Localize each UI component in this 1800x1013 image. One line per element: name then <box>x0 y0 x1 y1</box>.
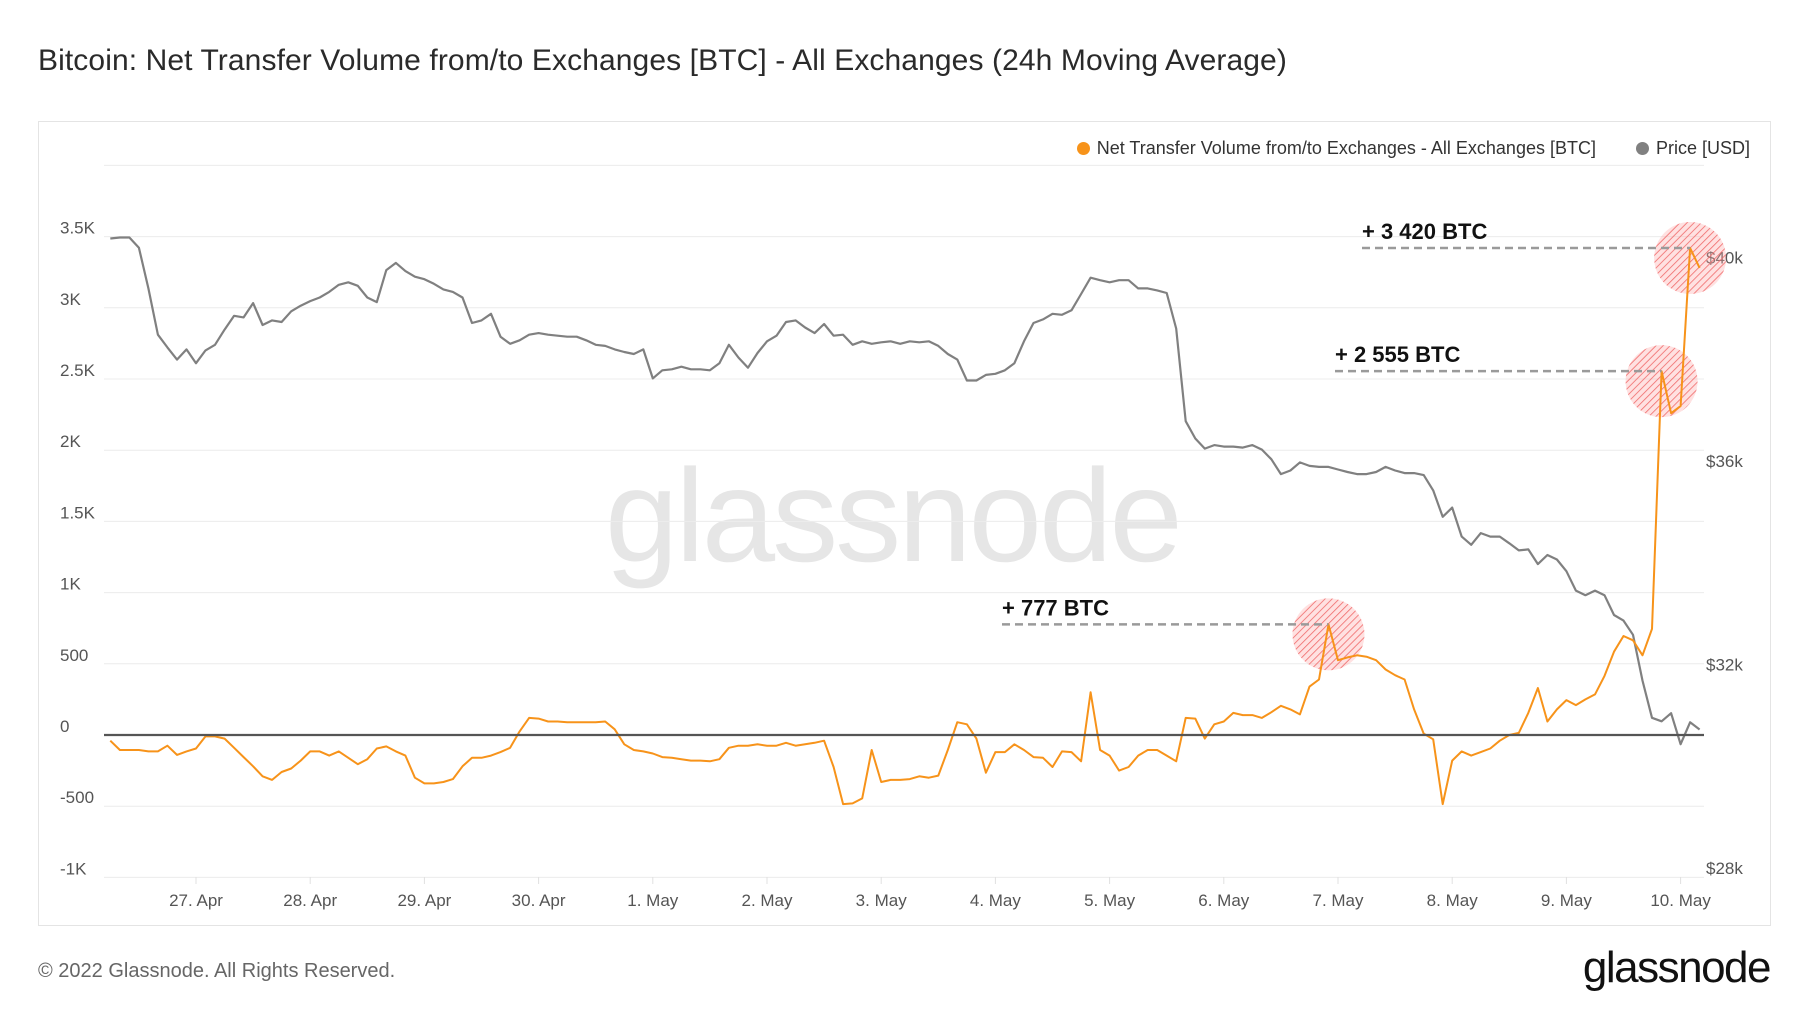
annotation-highlights <box>1292 221 1727 671</box>
net-transfer-line <box>109 247 1701 806</box>
watermark-logo: glassnode <box>605 442 1183 589</box>
y-left-tick-label: -1K <box>60 859 87 878</box>
annotation-label: + 777 BTC <box>1002 595 1109 620</box>
y-right-tick-label: $28k <box>1706 859 1743 878</box>
x-tick-label: 7. May <box>1312 891 1364 910</box>
x-tick-label: 29. Apr <box>397 891 451 910</box>
chart-frame <box>38 121 1771 926</box>
x-tick-label: 9. May <box>1541 891 1593 910</box>
x-tick-label: 4. May <box>970 891 1022 910</box>
chart-title: Bitcoin: Net Transfer Volume from/to Exc… <box>38 44 1287 77</box>
legend: Net Transfer Volume from/to Exchanges - … <box>1076 138 1762 159</box>
legend-label: Net Transfer Volume from/to Exchanges - … <box>1096 138 1596 158</box>
legend-label: Price [USD] <box>1655 138 1750 158</box>
y-left-tick-label: 0 <box>60 717 69 736</box>
x-tick-label: 3. May <box>856 891 908 910</box>
glassnode-logo[interactable]: glassnode <box>1582 943 1772 992</box>
price-line <box>110 236 1701 746</box>
x-tick-label: 5. May <box>1084 891 1136 910</box>
y-left-tick-label: 1K <box>60 575 81 594</box>
copyright-text: © 2022 Glassnode. All Rights Reserved. <box>38 960 396 982</box>
gridlines <box>104 164 1704 878</box>
y-left-tick-label: -500 <box>60 788 94 807</box>
x-tick-label: 27. Apr <box>169 891 223 910</box>
x-axis-labels: 27. Apr 28. Apr 29. Apr 30. Apr 1. May 2. May… <box>169 877 1711 910</box>
annotation-label: + 2 555 BTC <box>1335 342 1460 367</box>
y-left-tick-label: 500 <box>60 646 88 665</box>
y-left-tick-label: 1.5K <box>60 503 96 522</box>
left-axis-labels: -1K -500 0 500 1K 1.5K 2K 2.5K 3K 3.5K <box>60 219 96 879</box>
legend-item-net-transfer[interactable]: Net Transfer Volume from/to Exchanges - … <box>1076 138 1596 159</box>
y-right-tick-label: $36k <box>1706 452 1743 471</box>
annotations: + 777 BTC + 2 555 BTC + 3 420 BTC <box>1002 219 1691 626</box>
legend-item-price[interactable]: Price [USD] <box>1635 138 1750 159</box>
x-tick-label: 6. May <box>1198 891 1250 910</box>
x-tick-label: 28. Apr <box>283 891 337 910</box>
x-tick-label: 2. May <box>741 891 793 910</box>
series-lines <box>104 236 1704 806</box>
x-tick-label: 1. May <box>627 891 679 910</box>
y-left-tick-label: 3K <box>60 290 81 309</box>
annotation-label: + 3 420 BTC <box>1362 219 1487 244</box>
highlight-circle <box>1292 598 1365 671</box>
y-left-tick-label: 2.5K <box>60 361 96 380</box>
legend-dot-icon <box>1635 142 1649 155</box>
y-right-tick-label: $32k <box>1706 656 1743 675</box>
x-tick-label: 10. May <box>1650 891 1711 910</box>
y-left-tick-label: 3.5K <box>60 219 96 238</box>
legend-dot-icon <box>1076 142 1090 155</box>
x-tick-label: 30. Apr <box>512 891 566 910</box>
right-axis-labels: $28k$32k$36k$40k <box>1706 249 1743 879</box>
x-tick-label: 8. May <box>1427 891 1479 910</box>
y-left-tick-label: 2K <box>60 432 81 451</box>
